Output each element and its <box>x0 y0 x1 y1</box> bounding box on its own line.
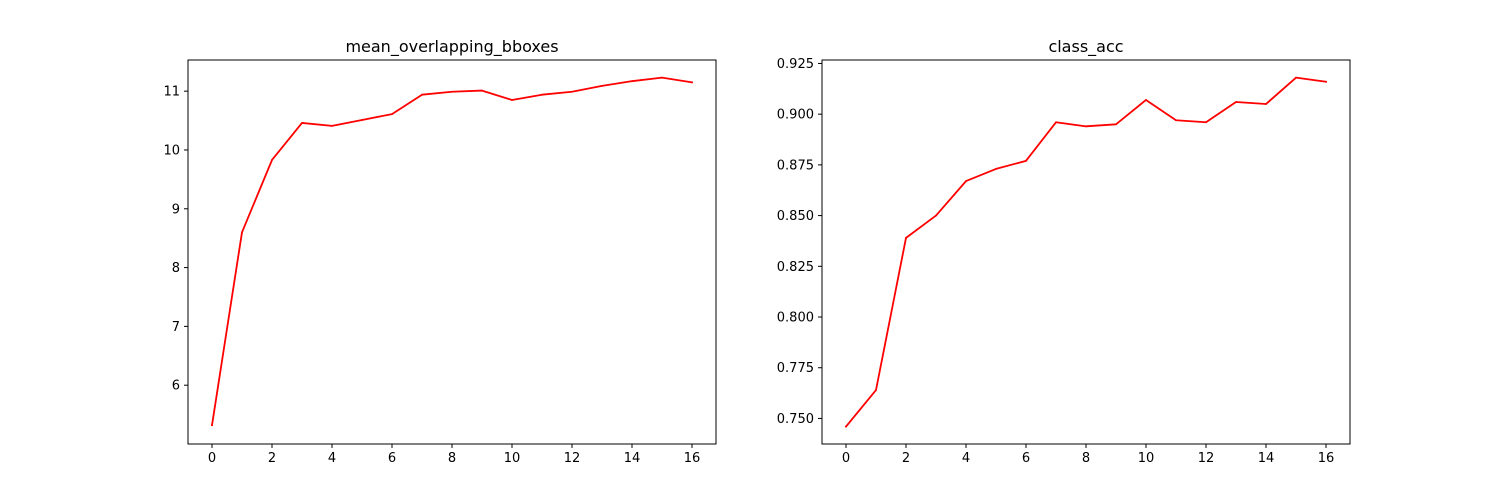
x-tick-label: 2 <box>268 451 276 466</box>
y-tick-label: 6 <box>172 379 180 394</box>
data-point <box>511 99 513 101</box>
data-point <box>661 76 663 79</box>
chart-title: class_acc <box>1048 37 1123 57</box>
data-point <box>875 389 877 391</box>
data-point <box>1205 121 1207 124</box>
data-point <box>1265 103 1267 105</box>
axes-frame <box>821 59 1351 445</box>
data-point <box>995 168 997 170</box>
data-point <box>631 80 633 83</box>
data-point <box>391 113 393 116</box>
y-tick-label: 0.875 <box>777 158 814 173</box>
chart-class-acc: class_acc 0 2 4 6 8 10 12 14 16 0.750 0.775 0.800 0.… <box>777 37 1351 466</box>
data-point <box>361 119 363 121</box>
x-tick-label: 10 <box>504 451 521 466</box>
plot-area: 0 2 4 6 8 10 12 14 16 0.750 0.775 0.800 0.825 0.850 0.… <box>777 57 1334 466</box>
data-point <box>211 424 213 427</box>
x-tick-label: 8 <box>448 451 456 466</box>
data-point <box>241 231 243 234</box>
x-tick-label: 16 <box>684 451 701 466</box>
data-point <box>691 81 693 84</box>
y-tick-label: 11 <box>163 85 180 100</box>
data-point <box>1295 76 1297 79</box>
plot-area: 0 2 4 6 8 10 12 14 16 6 7 8 9 10 11 <box>163 76 701 466</box>
chart-mean-overlapping-bboxes: mean_overlapping_bboxes 0 2 4 6 8 10 12 14 16 6 7 8… <box>163 37 717 466</box>
data-point <box>541 93 543 96</box>
y-tick-label: 8 <box>172 261 180 276</box>
y-tick-label: 0.750 <box>777 412 814 427</box>
data-point <box>271 159 273 161</box>
x-tick-label: 2 <box>902 451 910 466</box>
data-point <box>1175 119 1177 122</box>
data-point <box>451 90 453 93</box>
data-point <box>1085 125 1087 128</box>
data-point <box>1055 121 1057 124</box>
data-point <box>845 425 847 428</box>
x-tick-label: 16 <box>1318 451 1335 466</box>
y-tick-label: 0.850 <box>777 209 814 224</box>
y-tick-label: 0.800 <box>777 311 814 326</box>
data-point <box>571 90 573 93</box>
data-point <box>421 93 423 96</box>
chart-title: mean_overlapping_bboxes <box>345 37 558 57</box>
data-point <box>481 89 483 92</box>
y-tick-label: 0.925 <box>777 57 814 72</box>
x-tick-label: 4 <box>328 451 336 466</box>
y-tick-label: 0.775 <box>777 361 814 376</box>
data-point <box>601 84 603 87</box>
data-point <box>935 214 937 217</box>
y-tick-label: 0.900 <box>777 108 814 123</box>
data-point <box>301 122 303 124</box>
x-tick-label: 6 <box>1022 451 1030 466</box>
x-tick-label: 0 <box>842 451 850 466</box>
x-tick-label: 4 <box>962 451 970 466</box>
data-point <box>1115 123 1117 126</box>
x-tick-label: 6 <box>388 451 396 466</box>
x-tick-label: 12 <box>1198 451 1215 466</box>
x-tick-label: 8 <box>1082 451 1090 466</box>
x-tick-label: 14 <box>1258 451 1275 466</box>
data-point <box>965 180 967 183</box>
y-tick-label: 10 <box>163 143 180 158</box>
data-point <box>905 237 907 239</box>
data-point <box>1025 159 1027 162</box>
axes-frame <box>187 59 717 445</box>
x-tick-label: 0 <box>208 451 216 466</box>
x-tick-label: 12 <box>564 451 581 466</box>
data-point <box>1235 101 1237 103</box>
x-tick-label: 10 <box>1138 451 1155 466</box>
x-tick-label: 14 <box>624 451 641 466</box>
y-tick-label: 7 <box>172 320 180 335</box>
data-point <box>1325 80 1327 83</box>
data-point <box>1145 99 1147 101</box>
y-tick-label: 0.825 <box>777 260 814 275</box>
data-point <box>331 124 333 127</box>
y-tick-label: 9 <box>172 202 180 217</box>
